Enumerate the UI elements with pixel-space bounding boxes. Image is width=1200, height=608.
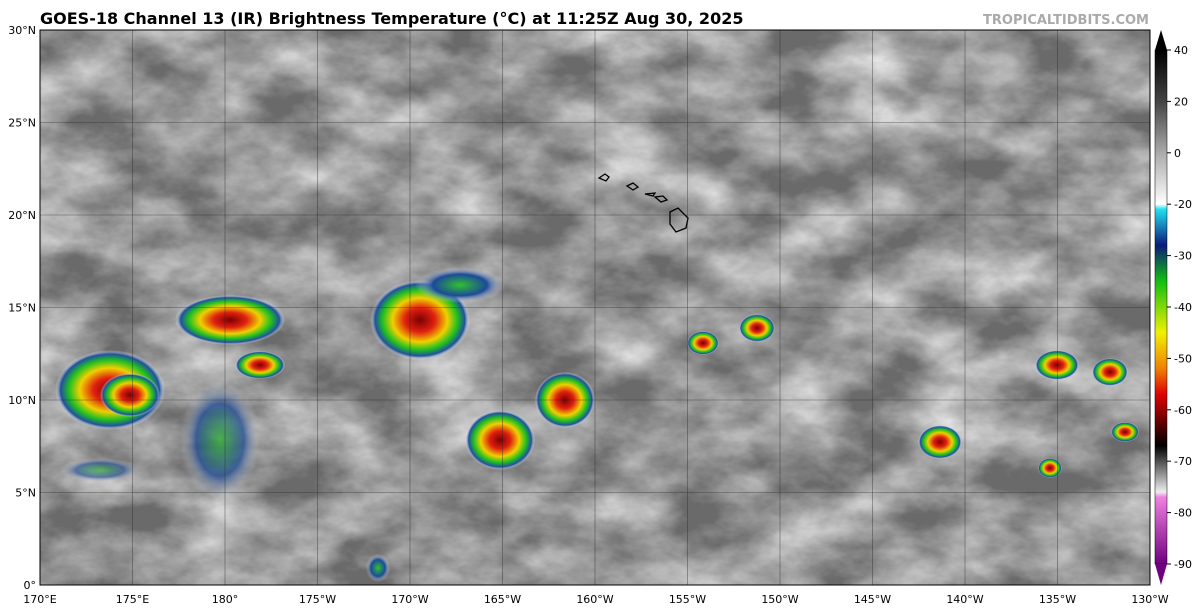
lon-label: 150°W bbox=[761, 593, 798, 606]
lon-label: 170°E bbox=[23, 593, 56, 606]
lat-label: 10°N bbox=[8, 394, 36, 407]
lon-label: 180° bbox=[212, 593, 239, 606]
lon-label: 135°W bbox=[1039, 593, 1076, 606]
lat-label: 20°N bbox=[8, 209, 36, 222]
colorbar-tick-label: 0 bbox=[1174, 147, 1181, 160]
colorbar-tick-label: -20 bbox=[1174, 198, 1192, 211]
colorbar-tick-label: -50 bbox=[1174, 352, 1192, 365]
lon-label: 165°W bbox=[484, 593, 521, 606]
colorbar-tick-label: -30 bbox=[1174, 250, 1192, 263]
colorbar bbox=[1154, 30, 1168, 585]
lat-label: 5°N bbox=[15, 487, 36, 500]
colorbar-tick-label: -80 bbox=[1174, 507, 1192, 520]
lon-label: 130°W bbox=[1131, 593, 1168, 606]
lat-label: 0° bbox=[24, 579, 37, 592]
colorbar-tick-label: 40 bbox=[1174, 44, 1188, 57]
lon-label: 175°W bbox=[299, 593, 336, 606]
lon-label: 170°W bbox=[391, 593, 428, 606]
lat-label: 30°N bbox=[8, 24, 36, 37]
lon-label: 175°E bbox=[116, 593, 149, 606]
lat-label: 25°N bbox=[8, 117, 36, 130]
lat-label: 15°N bbox=[8, 302, 36, 315]
colorbar-tick-label: -60 bbox=[1174, 404, 1192, 417]
lon-label: 145°W bbox=[854, 593, 891, 606]
map-frame bbox=[39, 29, 1151, 586]
imagery bbox=[40, 30, 1150, 585]
lon-label: 160°W bbox=[576, 593, 613, 606]
colorbar-tick-label: -90 bbox=[1174, 558, 1192, 571]
colorbar-tick-label: 20 bbox=[1174, 95, 1188, 108]
lon-label: 155°W bbox=[669, 593, 706, 606]
title: GOES-18 Channel 13 (IR) Brightness Tempe… bbox=[40, 9, 743, 28]
colorbar-tick-label: -40 bbox=[1174, 301, 1192, 314]
lon-label: 140°W bbox=[946, 593, 983, 606]
credit: TROPICALTIDBITS.COM bbox=[983, 13, 1149, 28]
colorbar-tick-label: -70 bbox=[1174, 455, 1192, 468]
